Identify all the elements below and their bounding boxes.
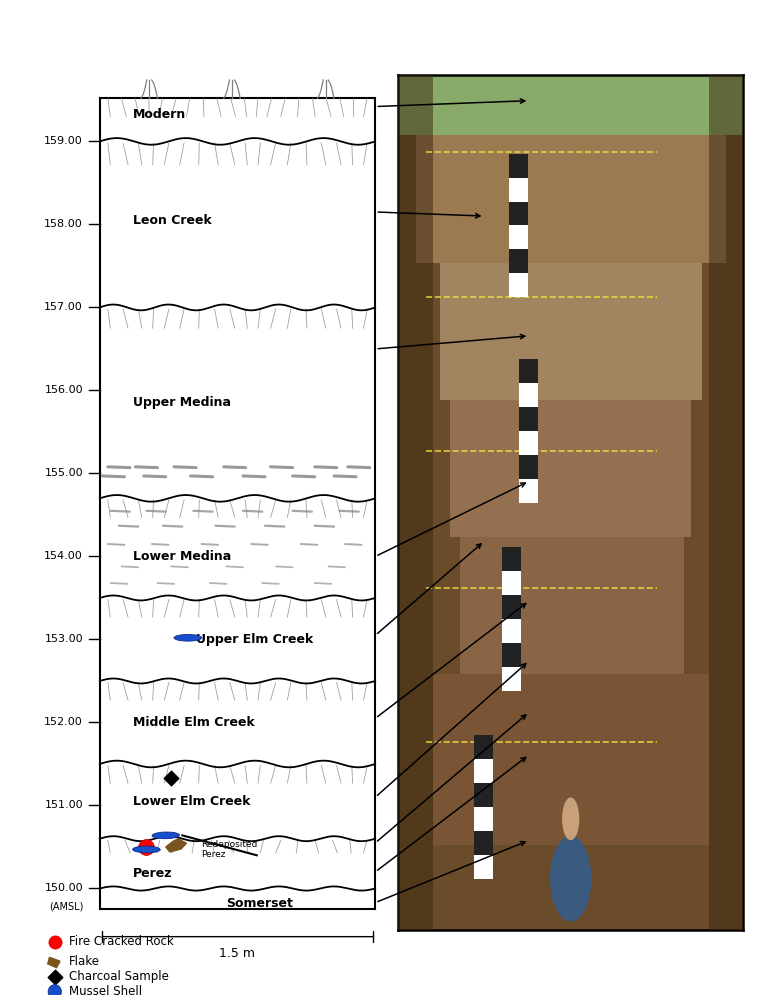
Text: 157.00: 157.00 bbox=[44, 302, 83, 312]
Bar bbox=[433, 674, 709, 844]
Bar bbox=[519, 383, 538, 407]
Bar bbox=[519, 479, 538, 502]
Bar bbox=[509, 178, 528, 202]
Text: Fire Cracked Rock: Fire Cracked Rock bbox=[69, 935, 174, 948]
Polygon shape bbox=[165, 839, 186, 852]
Bar bbox=[474, 759, 493, 783]
Text: Lower Medina: Lower Medina bbox=[133, 550, 231, 563]
Point bbox=[49, 934, 61, 950]
Bar bbox=[450, 400, 691, 537]
Ellipse shape bbox=[550, 836, 591, 921]
Bar bbox=[398, 75, 433, 930]
Bar bbox=[460, 537, 685, 674]
Bar bbox=[509, 202, 528, 225]
Text: Flake: Flake bbox=[69, 955, 100, 968]
Text: 158.00: 158.00 bbox=[44, 219, 83, 229]
Point bbox=[140, 839, 152, 855]
Text: Modern: Modern bbox=[133, 108, 186, 121]
Bar bbox=[502, 667, 521, 691]
Text: Redeposited
Perez: Redeposited Perez bbox=[201, 840, 258, 859]
Bar bbox=[519, 359, 538, 383]
Text: Charcoal Sample: Charcoal Sample bbox=[69, 970, 169, 983]
Point bbox=[49, 969, 61, 985]
Text: Perez: Perez bbox=[133, 867, 172, 880]
Text: (AMSL): (AMSL) bbox=[49, 902, 83, 912]
Text: 152.00: 152.00 bbox=[44, 717, 83, 727]
Bar bbox=[474, 807, 493, 831]
Text: 1.5 m: 1.5 m bbox=[220, 947, 255, 960]
Bar bbox=[509, 154, 528, 178]
Bar bbox=[474, 735, 493, 759]
Polygon shape bbox=[47, 957, 60, 968]
Bar bbox=[474, 783, 493, 807]
Bar bbox=[509, 249, 528, 273]
Point bbox=[165, 770, 178, 786]
Ellipse shape bbox=[562, 797, 579, 840]
Bar bbox=[519, 431, 538, 455]
Text: Leon Creek: Leon Creek bbox=[133, 214, 211, 227]
Text: Lower Elm Creek: Lower Elm Creek bbox=[133, 795, 250, 808]
Bar bbox=[474, 855, 493, 879]
Bar bbox=[474, 831, 493, 855]
Text: Middle Elm Creek: Middle Elm Creek bbox=[133, 716, 254, 729]
Bar bbox=[509, 225, 528, 249]
Text: 154.00: 154.00 bbox=[44, 551, 83, 561]
Bar bbox=[709, 75, 743, 930]
Bar bbox=[398, 75, 743, 135]
Text: Mussel Shell: Mussel Shell bbox=[69, 985, 142, 998]
Bar bbox=[502, 619, 521, 643]
Text: Upper Medina: Upper Medina bbox=[133, 396, 231, 409]
Bar bbox=[502, 643, 521, 667]
Bar bbox=[509, 273, 528, 297]
Bar bbox=[415, 135, 726, 263]
Text: 159.00: 159.00 bbox=[44, 136, 83, 146]
Ellipse shape bbox=[48, 985, 61, 999]
Bar bbox=[502, 595, 521, 619]
Bar bbox=[519, 455, 538, 479]
Ellipse shape bbox=[174, 634, 201, 641]
Text: 156.00: 156.00 bbox=[44, 385, 83, 395]
Bar bbox=[502, 547, 521, 571]
Bar bbox=[440, 263, 702, 400]
Text: 155.00: 155.00 bbox=[44, 468, 83, 478]
Text: 150.00: 150.00 bbox=[44, 883, 83, 893]
Text: Upper Elm Creek: Upper Elm Creek bbox=[196, 633, 313, 646]
Ellipse shape bbox=[152, 832, 179, 839]
Bar bbox=[502, 571, 521, 595]
Ellipse shape bbox=[133, 846, 160, 853]
Text: Somerset: Somerset bbox=[227, 897, 293, 910]
Text: 151.00: 151.00 bbox=[44, 800, 83, 810]
Text: 153.00: 153.00 bbox=[44, 634, 83, 644]
Bar bbox=[519, 407, 538, 431]
